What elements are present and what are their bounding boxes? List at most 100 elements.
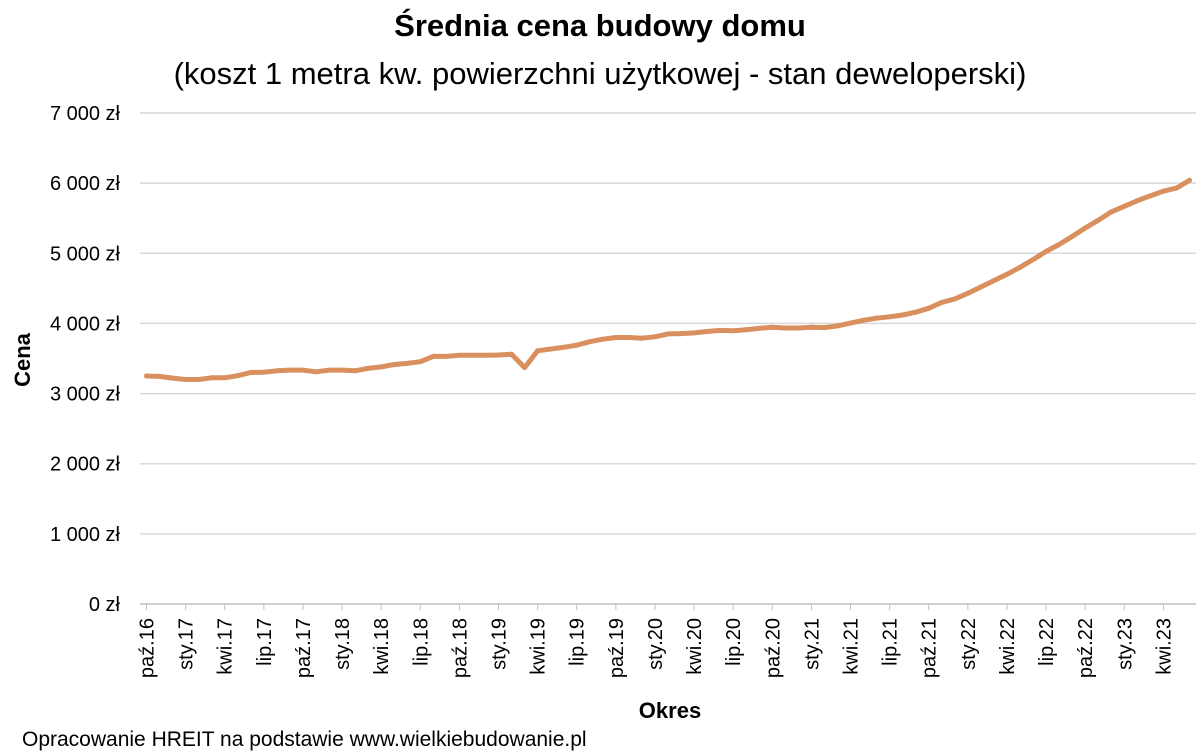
data-point [456,352,462,358]
data-point [391,361,397,367]
data-point [209,375,215,381]
chart-subtitle: (koszt 1 metra kw. powierzchni użytkowej… [173,56,1027,91]
data-point [443,353,449,359]
data-point [769,324,775,330]
data-point [717,327,723,333]
data-point [704,328,710,334]
data-point [300,367,306,373]
x-tick-label: kwi.18 [371,618,393,675]
y-tick-label: 0 zł [89,594,121,616]
data-point [1043,249,1049,255]
data-point [509,351,515,357]
data-point [196,377,202,383]
y-axis-label: Cena [10,332,35,387]
x-axis-label: Okres [639,698,701,723]
x-tick-label: sty.19 [489,618,511,670]
data-point [730,328,736,334]
data-point [535,348,541,354]
x-tick-label: kwi.20 [684,618,706,675]
data-point [848,320,854,326]
x-tick-label: kwi.23 [1153,618,1175,675]
data-point [548,346,554,352]
data-point [1017,264,1023,270]
data-point [1108,209,1114,215]
data-point [965,290,971,296]
x-tick-label: kwi.19 [528,618,550,675]
data-point [365,365,371,371]
data-point [378,364,384,370]
data-point [626,334,632,340]
x-tick-label: lip.20 [723,618,745,666]
y-tick-label: 7 000 zł [50,103,121,125]
y-axis-ticks: 0 zł 1 000 zł 2 000 zł 3 000 zł 4 000 zł 5 00… [50,103,121,616]
data-point [1082,225,1088,231]
data-point [287,367,293,373]
data-point [339,367,345,373]
x-tick-label: lip.17 [254,618,276,666]
data-point [913,309,919,315]
x-tick-label: sty.18 [332,618,354,670]
data-point [691,330,697,336]
data-point [326,367,332,373]
data-point [222,375,228,381]
data-point [652,334,658,340]
series-line [144,177,1192,382]
x-tick-label: sty.22 [958,618,980,670]
data-point [600,336,606,342]
data-point [678,331,684,337]
data-point [482,352,488,358]
x-tick-label: paź.18 [449,618,471,678]
data-point [1069,233,1075,239]
data-point [900,312,906,318]
data-point [639,335,645,341]
data-point [1147,193,1153,199]
data-point [1095,217,1101,223]
data-point [795,325,801,331]
y-tick-label: 6 000 zł [50,173,121,195]
y-tick-label: 4 000 zł [50,313,121,335]
y-tick-label: 1 000 zł [50,524,121,546]
x-tick-label: paź.19 [606,618,628,678]
data-point [926,305,932,311]
data-point [417,359,423,365]
data-point [430,353,436,359]
data-point [991,278,997,284]
y-tick-label: 5 000 zł [50,243,121,265]
data-point [469,352,475,358]
x-tick-label: sty.17 [176,618,198,670]
data-point [587,339,593,345]
data-point [1030,257,1036,263]
source-note: Opracowanie HREIT na podstawie www.wielk… [22,728,587,751]
data-point [352,368,358,374]
x-tick-label: paź.17 [293,618,315,678]
data-point [1160,188,1166,194]
gridlines [140,112,1196,605]
y-tick-label: 3 000 zł [50,384,121,406]
y-tick-label: 2 000 zł [50,454,121,476]
x-tick-label: sty.21 [801,618,823,670]
x-tick-label: lip.21 [880,618,902,666]
x-tick-label: paź.21 [919,618,941,678]
data-point [1121,203,1127,209]
data-point [613,334,619,340]
data-point [874,315,880,321]
data-point [808,324,814,330]
x-axis-ticks: paź.16 sty.17 kwi.17 lip.17 paź.17 sty.18 kwi.… [137,604,1175,678]
data-point [1186,177,1192,183]
data-point [248,370,254,376]
data-point [665,331,671,337]
data-point [496,352,502,358]
data-point [821,325,827,331]
data-point [574,342,580,348]
data-point [978,284,984,290]
data-point [887,314,893,320]
data-point [952,296,958,302]
data-point [1173,185,1179,191]
x-tick-label: lip.18 [410,618,432,666]
x-tick-label: kwi.17 [215,618,237,675]
data-point [522,365,528,371]
data-point [1056,242,1062,248]
data-point [404,360,410,366]
x-tick-label: kwi.22 [997,618,1019,675]
data-point [261,369,267,375]
